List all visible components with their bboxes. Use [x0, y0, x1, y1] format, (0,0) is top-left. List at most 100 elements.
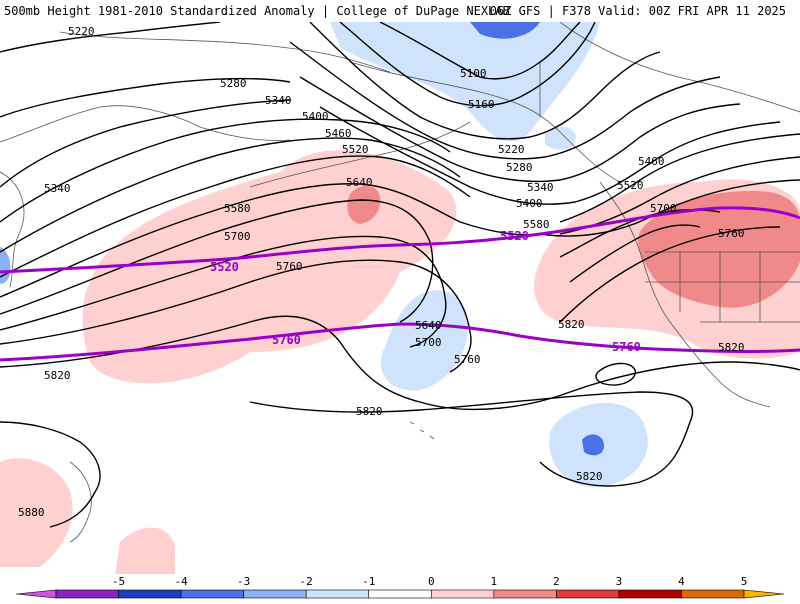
contour-label: 5820 [718, 341, 745, 354]
colorbar-swatch [180, 589, 244, 599]
contour-5100-north [379, 21, 581, 80]
contour-label: 5640 [346, 176, 373, 189]
colorbar-tick-label: 2 [553, 575, 560, 588]
contour-5700-east [569, 224, 701, 283]
colorbar-tick-label: 1 [491, 575, 498, 588]
climo-label: 5520 [500, 229, 529, 243]
climo-5520-line [0, 206, 800, 274]
colorbar-swatch [556, 589, 620, 599]
colorbar-arrow-low [15, 589, 57, 599]
climo-label: 5760 [272, 333, 301, 347]
colorbar-tick-label: 0 [428, 575, 435, 588]
contour-label: 5160 [468, 98, 495, 111]
model-run-info: 06Z GFS | F378 Valid: 00Z FRI APR 11 202… [489, 4, 786, 18]
negative-anomaly-region-west [0, 247, 11, 284]
colorbar-tick-label: -2 [300, 575, 313, 588]
climatology-labels: 5520 5520 5760 5760 [210, 229, 641, 354]
pacific-islands [69, 461, 92, 543]
contour-5640 [0, 199, 434, 323]
contour-label: 5760 [718, 227, 745, 240]
anomaly-shading [0, 22, 800, 574]
contour-5460-east [559, 133, 800, 223]
strong-positive-anomaly-central [347, 186, 381, 224]
colorbar-tick-label: 4 [678, 575, 685, 588]
aleutian-arc [249, 121, 471, 188]
contour-5280 [0, 77, 291, 118]
contour-label: 5820 [356, 405, 383, 418]
colorbar-swatch [493, 589, 557, 599]
colorbar-swatch [305, 589, 370, 599]
colorbar-swatch [118, 589, 182, 599]
colorbar-swatch [243, 589, 307, 599]
contour-5340-north [299, 76, 741, 183]
contour-label: 5280 [506, 161, 533, 174]
colorbar-swatch [618, 589, 682, 599]
colorbar-tick-label: -5 [112, 575, 125, 588]
colorbar-tick-label: -1 [362, 575, 375, 588]
contour-5700 [0, 235, 447, 348]
colorbar-tick-labels: -5 -4 -3 -2 -1 0 1 2 3 4 5 [112, 575, 747, 588]
anomaly-map: 5220 5280 5340 5340 5400 5460 5520 5580 … [0, 21, 800, 574]
colorbar-swatch [368, 589, 432, 599]
climo-label: 5760 [612, 340, 641, 354]
contour-label: 5400 [302, 110, 329, 123]
asia-coastline [0, 105, 291, 288]
colorbar-tick-label: -4 [174, 575, 188, 588]
contour-label: 5460 [638, 155, 665, 168]
contour-5820 [0, 315, 800, 411]
contour-label: 5340 [265, 94, 292, 107]
contour-label: 5220 [68, 25, 95, 38]
contour-5520 [0, 155, 471, 278]
contour-label: 5340 [527, 181, 554, 194]
strong-negative-anomaly-south [582, 434, 604, 456]
contour-label: 5340 [44, 182, 71, 195]
climatology-contours [0, 206, 800, 362]
contour-labels: 5220 5280 5340 5340 5400 5460 5520 5580 … [18, 25, 745, 519]
colorbar-swatches [15, 589, 785, 599]
contour-label: 5280 [220, 77, 247, 90]
colorbar-swatch [55, 589, 119, 599]
colorbar-arrow-high [743, 589, 785, 599]
contour-label: 5220 [498, 143, 525, 156]
contour-label: 5100 [460, 67, 487, 80]
negative-anomaly-accent-east [545, 126, 576, 150]
canada-border [539, 21, 800, 117]
us-state-borders [645, 251, 800, 323]
map-header: 500mb Height 1981-2010 Standardized Anom… [0, 0, 800, 22]
contour-5760-east [559, 226, 781, 323]
map-title: 500mb Height 1981-2010 Standardized Anom… [4, 4, 510, 18]
contour-label: 5700 [650, 202, 677, 215]
negative-anomaly-region-north [330, 22, 600, 142]
positive-anomaly-patch-south [115, 527, 175, 574]
strong-negative-anomaly-north [470, 22, 540, 39]
contour-label: 5700 [415, 336, 442, 349]
contour-label: 5760 [454, 353, 481, 366]
contour-5400-north [319, 106, 781, 205]
contour-5580 [0, 183, 541, 298]
contour-5880 [0, 421, 101, 528]
contour-5820-south [249, 391, 694, 487]
contour-label: 5640 [415, 319, 442, 332]
contour-5400 [0, 118, 451, 223]
colorbar-swatch [430, 589, 495, 599]
contour-label: 5820 [558, 318, 585, 331]
contour-5460 [0, 137, 461, 253]
contour-5220 [0, 21, 221, 53]
contour-5340-west [0, 99, 291, 188]
contour-label: 5820 [576, 470, 603, 483]
coastlines [0, 21, 800, 543]
contour-label: 5820 [44, 369, 71, 382]
contour-label: 5460 [325, 127, 352, 140]
hawaii-islands [409, 421, 435, 440]
contour-label: 5760 [276, 260, 303, 273]
contour-5280-north [289, 41, 721, 160]
climo-5760-line [0, 322, 800, 362]
alaska-coastline [349, 61, 621, 183]
anomaly-colorbar: -5 -4 -3 -2 -1 0 1 2 3 4 5 [0, 574, 800, 600]
contour-5220-north [309, 21, 661, 140]
positive-anomaly-region-southwest [0, 458, 73, 567]
contour-5160-north [339, 21, 596, 107]
contour-label: 5520 [342, 143, 369, 156]
contour-label: 5520 [617, 179, 644, 192]
colorbar-swatch [681, 589, 745, 599]
